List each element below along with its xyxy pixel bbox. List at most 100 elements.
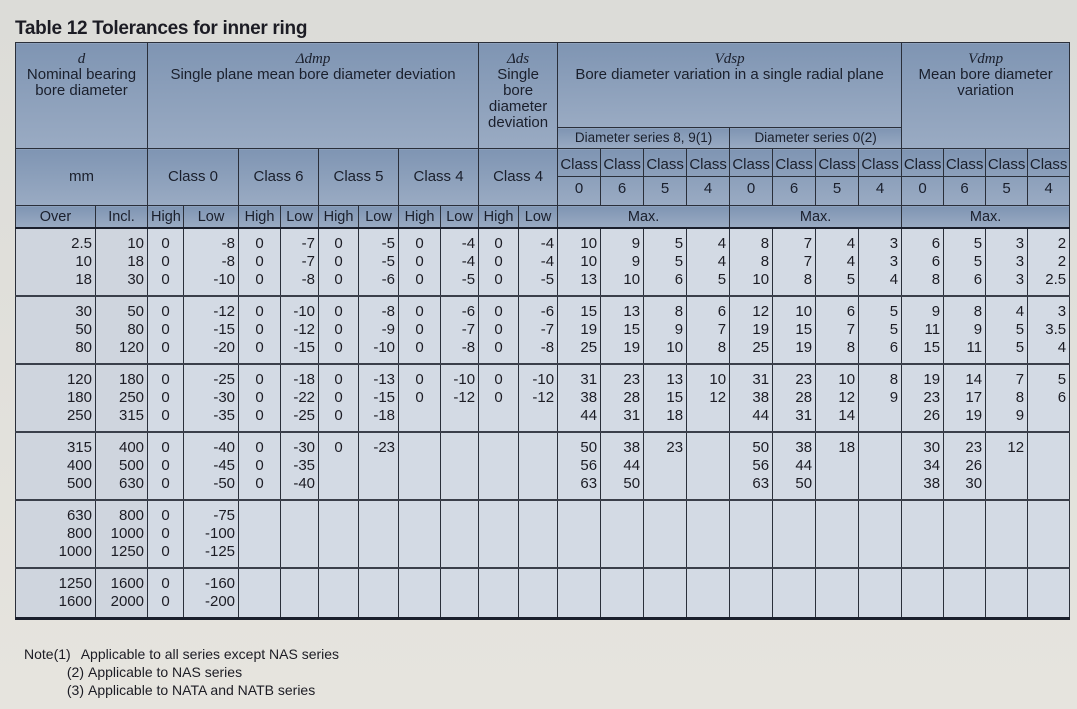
table-cell: 18 (15, 271, 96, 296)
table-cell: 180 (15, 389, 96, 407)
table-cell (643, 499, 688, 525)
table-cell: 0 (398, 389, 442, 407)
class-word: Class (644, 157, 687, 177)
table-cell (643, 525, 688, 543)
table-cell: 23 (600, 363, 645, 389)
table-row: 50 80 0 -15 0 -12 0 -9 0 -7 0 -7 19 15 9 7 19 15 7 5 11 9 5 3.5 (15, 321, 1071, 339)
header-class: Class 0 (147, 148, 240, 206)
table-cell (1027, 431, 1071, 457)
table-cell (440, 475, 480, 500)
table-cell (398, 475, 442, 500)
class-word: Class (601, 157, 644, 177)
table-cell: 0 (147, 525, 185, 543)
class-number: 4 (703, 180, 713, 197)
table-cell (1027, 543, 1071, 568)
table-cell: 80 (94, 321, 149, 339)
table-cell (858, 543, 903, 568)
table-cell: 30 (15, 295, 96, 321)
table-cell: 0 (238, 407, 282, 432)
table-cell: 0 (147, 475, 185, 500)
table-cell (358, 499, 400, 525)
note-label: Note (24, 646, 54, 662)
table-cell: -10 (358, 339, 400, 364)
table-cell: 0 (147, 271, 185, 296)
table-cell (557, 543, 602, 568)
table-cell: 5 (858, 295, 903, 321)
table-cell: 0 (147, 593, 185, 620)
table-cell: 0 (478, 389, 520, 407)
table-cell: -15 (358, 389, 400, 407)
table-cell: -5 (358, 253, 400, 271)
table-cell: -7 (518, 321, 559, 339)
table-cell: -20 (183, 339, 240, 364)
table-cell: 10 (729, 271, 774, 296)
table-cell: 315 (94, 407, 149, 432)
table-cell (943, 525, 987, 543)
table-cell: -15 (183, 321, 240, 339)
table-cell: -125 (183, 543, 240, 568)
header-class: Class 4 (478, 148, 559, 206)
table-cell: 13 (600, 295, 645, 321)
table-cell: -100 (183, 525, 240, 543)
table-row: 18 30 0 -10 0 -8 0 -6 0 -5 0 -5 13 10 6 5 10 8 5 4 8 6 3 2.5 (15, 271, 1071, 296)
header-vdsp: Vdsp Bore diameter variation in a single… (557, 42, 903, 128)
table-cell: 19 (943, 407, 987, 432)
class-number: 5 (660, 180, 670, 197)
table-cell (518, 407, 559, 432)
table-cell (280, 593, 320, 620)
table-cell (358, 457, 400, 475)
table-cell: 0 (318, 227, 360, 253)
table-cell (643, 567, 688, 593)
table-cell: 4 (1027, 339, 1071, 364)
table-cell: 0 (238, 227, 282, 253)
table-cell (901, 525, 945, 543)
footnote-mark: (3) (66, 682, 84, 698)
table-cell: 400 (15, 457, 96, 475)
table-cell: 0 (147, 253, 185, 271)
table-cell (772, 543, 817, 568)
table-cell (557, 567, 602, 593)
table-row: 30 50 0 -12 0 -10 0 -8 0 -6 0 -6 15 13 8 6 12 10 6 5 9 8 4 3 (15, 295, 1071, 321)
table-cell (772, 525, 817, 543)
table-cell (358, 543, 400, 568)
header-series-0: Diameter series 0(2) (729, 127, 903, 149)
table-cell (398, 431, 442, 457)
table-cell (518, 475, 559, 500)
header-nominal-diameter: d Nominal bearing bore diameter (14, 42, 149, 149)
table-row: 180 250 0 -30 0 -22 0 -15 0 -12 0 -12 38 28 15 12 38 28 12… (15, 389, 1071, 407)
table-cell: 180 (94, 363, 149, 389)
table-cell (318, 567, 360, 593)
header-class-vdsp: Class 0 (557, 148, 602, 206)
table-cell: 15 (600, 321, 645, 339)
table-cell: 500 (94, 457, 149, 475)
header-low: Low (358, 205, 400, 229)
class-number: 5 (1002, 180, 1011, 197)
header-class-vdmp: Class 6 (943, 148, 987, 206)
table-cell: 15 (772, 321, 817, 339)
table-cell: -18 (280, 363, 320, 389)
table-cell (943, 543, 987, 568)
table-cell: 30 (901, 431, 945, 457)
table-cell (686, 525, 731, 543)
table-cell: 315 (15, 431, 96, 457)
table-cell: 5 (686, 271, 731, 296)
table-cell: 5 (985, 321, 1029, 339)
footnote-mark: (2) (66, 664, 84, 680)
table-cell: 31 (557, 363, 602, 389)
table-cell: 28 (600, 389, 645, 407)
table-cell: -160 (183, 567, 240, 593)
table-cell: 23 (772, 363, 817, 389)
table-cell (815, 525, 860, 543)
table-row: 800 1000 0 -100 (15, 525, 1071, 543)
table-cell: 2 (1027, 253, 1071, 271)
class-word: Class (986, 157, 1028, 177)
table-cell: 0 (147, 339, 185, 364)
table-cell: 630 (94, 475, 149, 500)
table-cell (815, 567, 860, 593)
header-series-89: Diameter series 8, 9(1) (557, 127, 731, 149)
class-word: Class (859, 157, 902, 177)
table-cell: 8 (943, 295, 987, 321)
table-cell (1027, 407, 1071, 432)
table-cell: -5 (358, 227, 400, 253)
header-dmp: Δdmp Single plane mean bore diameter dev… (147, 42, 480, 149)
